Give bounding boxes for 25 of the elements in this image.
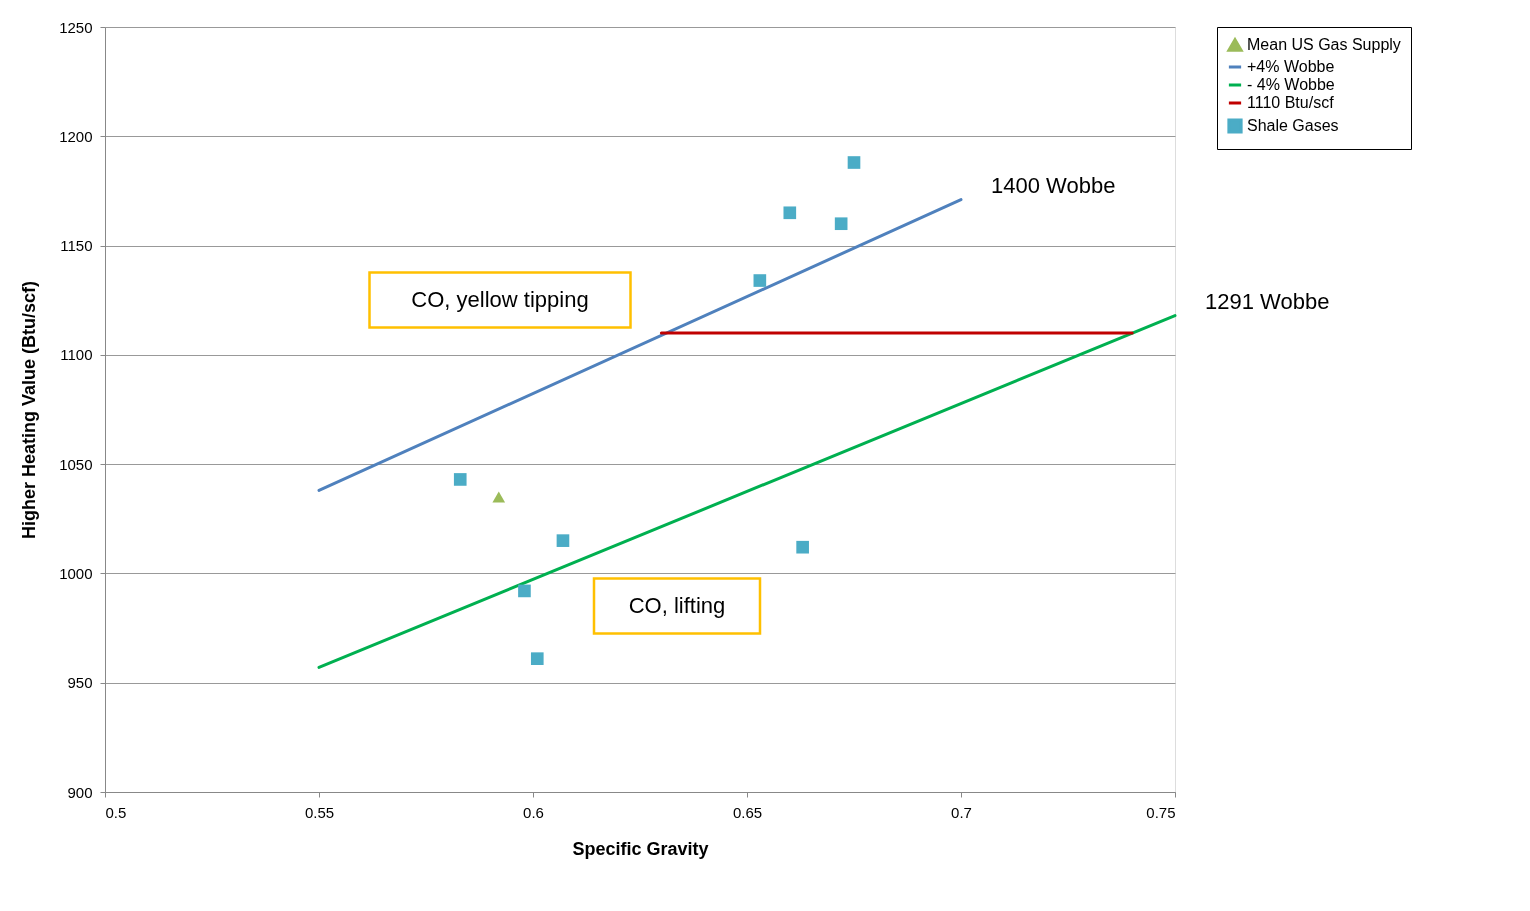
y-tick-label: 1250: [59, 18, 93, 36]
x-tick-label: 0.7: [951, 803, 972, 821]
y-tick-label: 1050: [59, 455, 93, 473]
y-tick-label: 1100: [60, 346, 93, 364]
legend-label: - 4% Wobbe: [1247, 76, 1335, 93]
annotation: CO, lifting: [628, 593, 726, 618]
y-axis-title: Higher Heating Value (Btu/scf): [19, 280, 40, 540]
y-tick-label: 1000: [59, 564, 93, 582]
annotation: 1291 Wobbe: [1205, 288, 1330, 314]
legend-label: Mean US Gas Supply: [1247, 36, 1401, 53]
y-tick-label: 1200: [59, 127, 93, 145]
x-tick-label: 0.55: [304, 803, 335, 821]
x-tick-label: 0.75: [1146, 803, 1176, 821]
y-tick-label: 900: [67, 783, 93, 801]
annotation: CO, yellow tipping: [411, 287, 589, 312]
x-tick-label: 0.6: [523, 803, 544, 821]
y-tick-label: 950: [67, 674, 93, 692]
x-tick-label: 0.5: [105, 803, 127, 821]
legend-label: +4% Wobbe: [1247, 58, 1335, 75]
x-axis-title: Specific Gravity: [572, 838, 709, 859]
x-tick-label: 0.65: [732, 803, 763, 821]
legend-label: 1110 Btu/scf: [1247, 94, 1335, 111]
legend-label: Shale Gases: [1247, 117, 1339, 134]
y-tick-label: 1150: [60, 237, 93, 255]
annotation: 1400 Wobbe: [991, 172, 1116, 198]
